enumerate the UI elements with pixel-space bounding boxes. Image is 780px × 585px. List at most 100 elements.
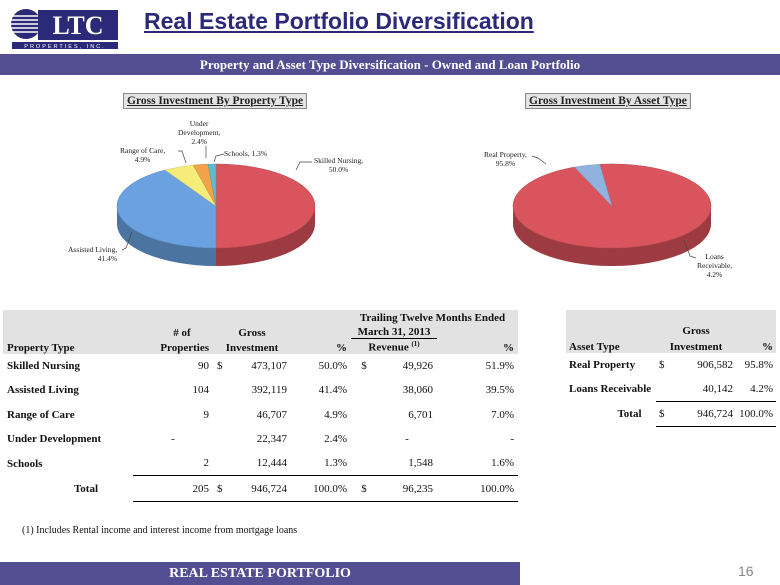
table-cell: 7.0% (491, 408, 514, 421)
table-cell: 1,548 (408, 457, 433, 470)
table-cell: 40,142 (674, 377, 736, 402)
table-cell: 392,119 (251, 384, 287, 397)
hdr-pct2: % (437, 338, 518, 354)
table-cell (351, 378, 377, 402)
hdr-pct: % (291, 338, 351, 354)
table-cell: 51.9% (485, 360, 514, 373)
hdr-property-type: Property Type (3, 338, 133, 354)
table-cell: 1.3% (324, 457, 347, 470)
pie-slice-loans-receivable (574, 164, 613, 207)
pie-label-range-of-care: Range of Care, 4.9% (120, 146, 166, 164)
table-cell (351, 427, 377, 451)
pie-slice-side-assisted-living (117, 206, 216, 266)
table-row: Range of Care 9 46,707 4.9% 6,701 7.0% (3, 403, 518, 427)
pie-label-schools: Schools, 1.3% (224, 149, 268, 158)
hdr-properties: Properties (133, 338, 213, 354)
table-cell: Skilled Nursing (7, 360, 81, 373)
pie-label-skilled-nursing: Skilled Nursing, 50.0% (314, 156, 364, 174)
table-cell: 6,701 (408, 408, 433, 421)
table-cell: 473,107 (251, 360, 287, 373)
table-cell: $ (217, 360, 223, 373)
table-cell: 104 (192, 384, 210, 397)
pie-label-real-property: Real Property, 95.8% (484, 150, 527, 168)
pie-slice-side-real-property (513, 206, 711, 266)
table-cell: 22,347 (256, 433, 287, 446)
table-cell: 50.0% (318, 360, 347, 373)
table-cell: 12,444 (256, 457, 287, 470)
table-cell: 2 (203, 457, 210, 470)
table-cell (351, 451, 377, 476)
hdr2-investment: Investment (656, 338, 736, 353)
table-cell: $ (659, 359, 665, 371)
table-cell: 38,060 (402, 384, 433, 397)
table-cell (213, 403, 229, 427)
table-cell (213, 378, 229, 402)
asset-type-table: Gross Asset Type Investment % Real Prope… (566, 310, 776, 427)
footnote: (1) Includes Rental income and interest … (22, 525, 298, 536)
table-cell: - (510, 433, 514, 446)
footer-section-bar: REAL ESTATE PORTFOLIO (0, 562, 520, 585)
table-cell: - (405, 433, 409, 446)
logo-globe-icon (11, 9, 41, 39)
hdr-investment: Investment (213, 338, 291, 354)
hdr-num-of: # of (133, 324, 213, 339)
pie-slice-side-skilled-nursing (216, 206, 315, 266)
total-row-2: Total $ 946,724 100.0% (566, 401, 776, 427)
table-cell: Assisted Living (7, 384, 79, 397)
table-cell: $ (361, 360, 367, 373)
table-cell: 9 (203, 408, 210, 421)
table-cell (351, 403, 377, 427)
table-cell: Under Development (7, 433, 102, 446)
table-cell: - (171, 433, 175, 446)
table-cell: Loans Receivable (569, 383, 652, 396)
hdr2-pct: % (736, 338, 776, 353)
table-cell: Schools (7, 457, 43, 470)
pie-asset-type (512, 163, 712, 266)
ltc-logo: LTC PROPERTIES, INC. (8, 6, 120, 50)
table-cell (656, 377, 674, 402)
chart-title-asset: Gross Investment By Asset Type (525, 93, 691, 109)
hdr-gross: Gross (213, 324, 291, 339)
table-row: Assisted Living 104 392,119 41.4% 38,060 39.5… (3, 378, 518, 402)
pie-slice-assisted-living (116, 169, 217, 249)
table-row: Schools 2 12,444 1.3% 1,548 1.6% (3, 451, 518, 476)
hdr2-gross: Gross (656, 324, 736, 338)
page-number: 16 (738, 563, 754, 579)
period-line1: Trailing Twelve Months Ended (351, 310, 518, 324)
pie-slice-schools (207, 163, 217, 207)
page-title: Real Estate Portfolio Diversification (144, 8, 534, 34)
subtitle-bar: Property and Asset Type Diversification … (0, 54, 780, 75)
table-row: Under Development - 22,347 2.4% - - (3, 427, 518, 451)
hdr-revenue: Revenue (1) (351, 338, 437, 354)
table-cell: 39.5% (485, 384, 514, 397)
table-cell: 4.2% (750, 383, 773, 395)
property-type-table: Trailing Twelve Months Ended # of Gross … (3, 310, 518, 502)
pie-label-under-development: Under Development, 2.4% (178, 119, 221, 146)
hdr2-asset-type: Asset Type (566, 338, 656, 353)
table-cell: 46,707 (256, 408, 287, 421)
table-cell: 4.9% (324, 408, 347, 421)
period-line2: March 31, 2013 (351, 324, 437, 339)
table-row: Real Property $906,582 95.8% (566, 353, 776, 377)
pie-label-assisted-living: Assisted Living, 41.4% (68, 245, 118, 263)
total-row: Total 205 $ 946,724 100.0% $ 96,235 100.… (3, 475, 518, 502)
pie-slice-skilled-nursing (215, 163, 316, 249)
table-cell: 2.4% (324, 433, 347, 446)
table-row: Loans Receivable 40,142 4.2% (566, 377, 776, 402)
table-cell: 95.8% (744, 359, 773, 371)
table-cell: 906,582 (697, 359, 733, 371)
table-cell (213, 451, 229, 476)
table-cell (213, 427, 229, 451)
table-cell: Range of Care (7, 408, 75, 421)
table-cell: 1.6% (491, 457, 514, 470)
table-cell: 90 (198, 360, 209, 373)
logo-tagline: PROPERTIES, INC. (24, 44, 105, 50)
table-cell: 41.4% (318, 384, 347, 397)
pie-label-loans-receivable: Loans Receivable, 4.2% (697, 252, 733, 279)
table-cell: 49,926 (402, 360, 433, 373)
logo-letters: LTC (52, 11, 103, 40)
table-cell: Real Property (569, 359, 636, 371)
pie-property-type (116, 163, 316, 266)
